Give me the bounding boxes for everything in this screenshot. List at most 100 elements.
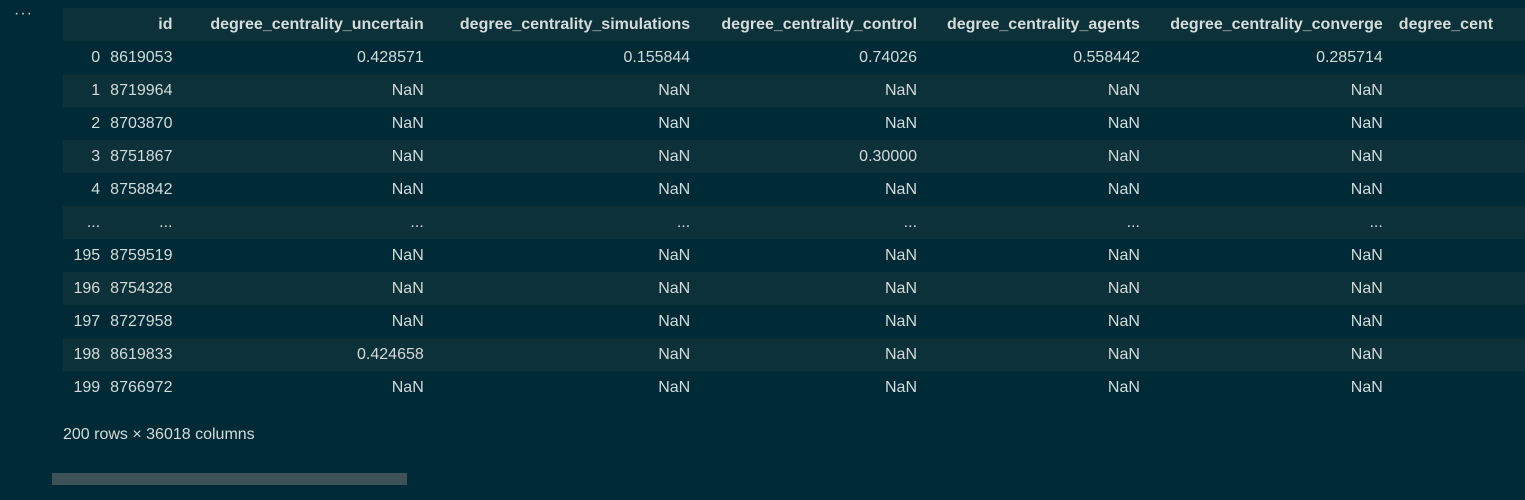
table-row: 198 8619833 0.424658 NaN NaN NaN NaN — [63, 338, 1525, 371]
cell-value: 0.285714 — [1316, 48, 1383, 66]
cell-value: NaN — [925, 338, 1148, 371]
cell-value: NaN — [658, 246, 691, 264]
row-index: 196 — [63, 272, 107, 305]
table-row: 2 8703870 NaN NaN NaN NaN NaN — [63, 107, 1525, 140]
column-header-control: degree_centrality_control — [721, 15, 918, 33]
cell-id: 8619053 — [110, 48, 173, 66]
cell-value — [1391, 41, 1525, 74]
cell-value: NaN — [431, 272, 699, 305]
table-header: id degree_centrality_uncertain degree_ce… — [63, 8, 1525, 41]
cell-value: NaN — [180, 74, 432, 107]
cell-id: 8751867 — [106, 140, 181, 173]
table-summary: 200 rows × 36018 columns — [63, 426, 255, 443]
cell-value: NaN — [1107, 378, 1140, 396]
cell-id: ... — [106, 206, 181, 239]
cell-value: NaN — [885, 378, 918, 396]
cell-value: 0.74026 — [859, 48, 918, 66]
cell-value: NaN — [391, 180, 424, 198]
cell-value: NaN — [658, 312, 691, 330]
cell-value: NaN — [431, 140, 699, 173]
row-index: 1 — [63, 74, 107, 107]
cell-value: NaN — [1350, 312, 1383, 330]
cell-value: ... — [180, 206, 432, 239]
cell-value: NaN — [885, 180, 918, 198]
cell-id: 8766972 — [110, 378, 173, 396]
table-row: 0 8619053 0.428571 0.155844 0.74026 0.558442 0… — [63, 41, 1525, 74]
row-index: 199 — [73, 378, 101, 396]
cell-value: NaN — [180, 272, 432, 305]
table-row: 4 8758842 NaN NaN NaN NaN NaN — [63, 173, 1525, 206]
row-index: 198 — [63, 338, 107, 371]
cell-value: NaN — [885, 114, 918, 132]
cell-value: ... — [925, 206, 1148, 239]
cell-value — [1391, 239, 1525, 272]
cell-value: NaN — [698, 74, 926, 107]
column-header-simulations: degree_centrality_simulations — [459, 15, 691, 33]
cell-value: ... — [1147, 206, 1391, 239]
cell-value — [1390, 272, 1525, 305]
table-row: 199 8766972 NaN NaN NaN NaN NaN — [63, 371, 1525, 404]
cell-value: NaN — [391, 114, 424, 132]
cell-value: NaN — [925, 272, 1148, 305]
table-body: 0 8619053 0.428571 0.155844 0.74026 0.558442 0… — [63, 41, 1525, 404]
cell-value — [1390, 140, 1525, 173]
cell-id: 8758842 — [110, 180, 173, 198]
cell-id: 8719964 — [106, 74, 181, 107]
cell-value: ... — [431, 206, 699, 239]
cell-more-actions-icon[interactable]: ··· — [14, 5, 33, 22]
cell-value: NaN — [1350, 180, 1383, 198]
column-header-uncertain: degree_centrality_uncertain — [210, 15, 424, 33]
cell-id: 8619833 — [106, 338, 181, 371]
cell-value: NaN — [180, 140, 432, 173]
row-index: 4 — [91, 180, 101, 198]
cell-value: NaN — [391, 312, 424, 330]
cell-value: NaN — [698, 272, 926, 305]
row-index: ... — [63, 206, 107, 239]
cell-value: NaN — [658, 180, 691, 198]
cell-value: 0.558442 — [1073, 48, 1140, 66]
cell-value: NaN — [1350, 114, 1383, 132]
cell-value: NaN — [391, 246, 424, 264]
cell-value: NaN — [1107, 246, 1140, 264]
table-row: 195 8759519 NaN NaN NaN NaN NaN — [63, 239, 1525, 272]
row-index: 197 — [73, 312, 101, 330]
cell-id: 8703870 — [110, 114, 173, 132]
cell-value: NaN — [658, 114, 691, 132]
cell-value: NaN — [698, 338, 926, 371]
cell-value: NaN — [431, 74, 699, 107]
column-header-converge: degree_centrality_converge — [1170, 15, 1383, 33]
cell-value: ... — [698, 206, 926, 239]
cell-value — [1391, 173, 1525, 206]
cell-value: 0.428571 — [357, 48, 424, 66]
cell-value: NaN — [1107, 180, 1140, 198]
cell-value: NaN — [1350, 246, 1383, 264]
row-index: 2 — [91, 114, 101, 132]
dataframe-table: id degree_centrality_uncertain degree_ce… — [63, 8, 1525, 404]
cell-value — [1391, 305, 1525, 338]
cell-value: NaN — [1107, 312, 1140, 330]
cell-value: NaN — [925, 74, 1148, 107]
cell-value: NaN — [925, 140, 1148, 173]
table-row: 197 8727958 NaN NaN NaN NaN NaN — [63, 305, 1525, 338]
cell-value: NaN — [658, 378, 691, 396]
cell-value — [1390, 74, 1525, 107]
table-row: 196 8754328 NaN NaN NaN NaN NaN — [63, 272, 1525, 305]
row-index: 0 — [91, 48, 101, 66]
cell-value: 0.424658 — [180, 338, 432, 371]
column-header-id: id — [158, 15, 173, 33]
cell-value: NaN — [1147, 338, 1391, 371]
column-header-agents: degree_centrality_agents — [946, 15, 1140, 33]
cell-value — [1391, 371, 1525, 404]
horizontal-scrollbar[interactable] — [52, 473, 1525, 485]
scrollbar-thumb[interactable] — [52, 473, 407, 485]
cell-value: 0.30000 — [698, 140, 926, 173]
cell-value: NaN — [885, 312, 918, 330]
cell-id: 8754328 — [106, 272, 181, 305]
table-row: ..................... — [63, 206, 1525, 239]
cell-value: NaN — [1107, 114, 1140, 132]
cell-id: 8759519 — [110, 246, 173, 264]
cell-value — [1390, 338, 1525, 371]
dataframe-table-container: id degree_centrality_uncertain degree_ce… — [63, 8, 1525, 406]
row-index: 3 — [63, 140, 107, 173]
